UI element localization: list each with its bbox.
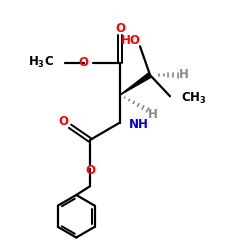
- Text: O: O: [59, 115, 69, 128]
- Text: O: O: [115, 22, 125, 35]
- Text: $\mathregular{H_3C}$: $\mathregular{H_3C}$: [28, 55, 54, 70]
- Text: $\mathregular{CH_3}$: $\mathregular{CH_3}$: [181, 91, 207, 106]
- Text: NH: NH: [129, 118, 148, 132]
- Text: HO: HO: [121, 34, 141, 46]
- Text: H: H: [179, 68, 189, 82]
- Text: O: O: [85, 164, 95, 177]
- Polygon shape: [120, 73, 152, 95]
- Text: H: H: [148, 108, 158, 121]
- Text: O: O: [78, 56, 88, 69]
